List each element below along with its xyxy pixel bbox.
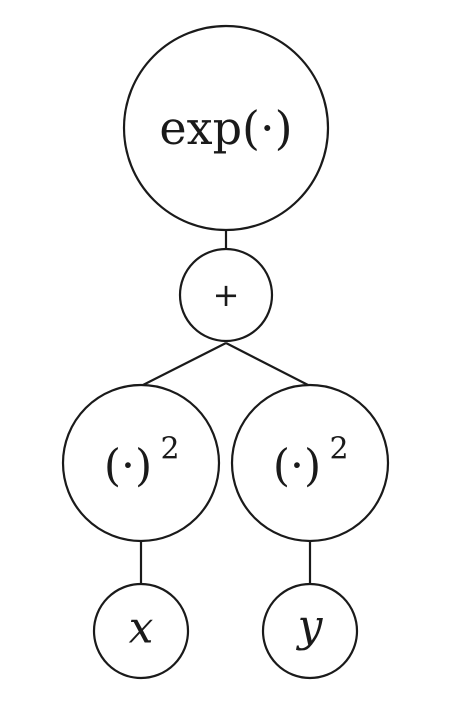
node-square-left-base: (·): [104, 441, 152, 492]
node-plus-label: +: [213, 276, 240, 314]
edge-plus-square-left: [140, 342, 227, 387]
node-x-circle: [92, 582, 190, 680]
node-square-right-circle: [230, 383, 390, 543]
edge-plus-square-right: [225, 342, 311, 387]
node-exp: exp(·): [122, 24, 330, 232]
node-square-right-exponent: 2: [329, 432, 348, 467]
node-square-left: (·) 2: [61, 383, 221, 543]
node-exp-circle: [122, 24, 330, 232]
node-x: x: [92, 582, 190, 680]
node-y-circle: [261, 582, 359, 680]
node-square-right-base: (·): [273, 441, 321, 492]
node-square-right: (·) 2: [230, 383, 390, 543]
node-plus: +: [178, 247, 274, 343]
node-x-label: x: [129, 603, 154, 654]
node-y: y: [261, 582, 359, 680]
node-y-label: y: [296, 601, 324, 652]
node-square-left-circle: [61, 383, 221, 543]
node-plus-circle: [178, 247, 274, 343]
node-square-left-exponent: 2: [160, 432, 179, 467]
node-exp-label: exp(·): [159, 101, 292, 155]
